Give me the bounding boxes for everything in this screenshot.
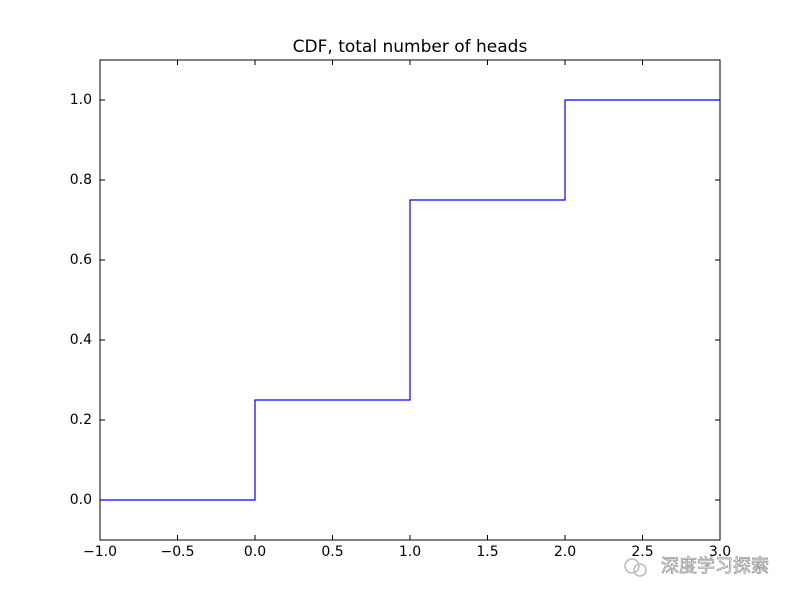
- watermark: 深度学习探索: [661, 556, 769, 577]
- x-tick-label: 0.0: [244, 544, 266, 560]
- y-tick-label: 0.0: [70, 492, 92, 508]
- y-tick-label: 0.4: [70, 332, 92, 348]
- x-tick-label: 1.0: [399, 544, 421, 560]
- x-tick-label: −0.5: [161, 544, 195, 560]
- x-tick-label: 2.5: [631, 544, 653, 560]
- x-tick-label: 2.0: [554, 544, 576, 560]
- icon-circle: [624, 558, 640, 574]
- chart-title: CDF, total number of heads: [293, 37, 528, 57]
- line: [100, 99, 720, 501]
- y-tick-label: 0.8: [70, 172, 92, 188]
- y-tick-label: 0.2: [70, 412, 92, 428]
- icon-circle: [633, 563, 647, 577]
- x-tick-label: −1.0: [83, 544, 117, 560]
- y-tick-label: 0.6: [70, 252, 92, 268]
- plot-frame: [99, 59, 721, 541]
- x-tick-label: 0.5: [321, 544, 343, 560]
- x-tick-label: 1.5: [476, 544, 498, 560]
- y-tick-label: 1.0: [70, 92, 92, 108]
- watermark-icon: [624, 558, 647, 577]
- x-tick-label: 3.0: [709, 544, 731, 560]
